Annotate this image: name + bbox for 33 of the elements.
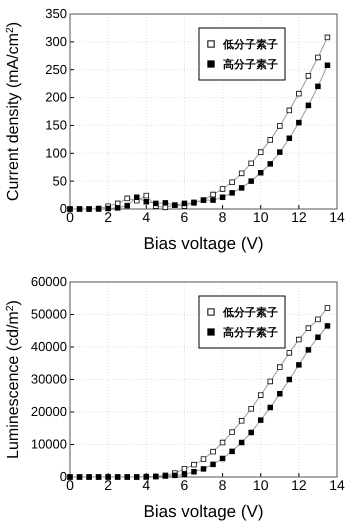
- x-axis-title: Bias voltage (V): [144, 234, 264, 253]
- y-tick-label: 50: [52, 173, 67, 188]
- y-tick-label: 250: [45, 62, 67, 77]
- x-tick-label: 14: [329, 208, 345, 225]
- y-tick-label: 40000: [30, 339, 67, 354]
- y-tick-label: 30000: [30, 372, 67, 387]
- y-tick-label: 60000: [30, 274, 67, 290]
- x-tick-label: 10: [252, 476, 269, 493]
- x-tick-label: 12: [291, 208, 307, 225]
- x-tick-label: 2: [104, 476, 112, 493]
- y-tick-label: 350: [45, 6, 67, 22]
- x-tick-label: 10: [252, 208, 269, 225]
- y-tick-label: 100: [45, 145, 67, 160]
- legend-label: 低分子素子: [222, 306, 278, 319]
- x-tick-label: 6: [180, 208, 189, 225]
- legend-label: 高分子素子: [223, 58, 278, 71]
- legend-label: 高分子素子: [223, 326, 278, 339]
- x-tick-label: 4: [142, 208, 150, 225]
- x-tick-label: 2: [104, 208, 112, 225]
- y-tick-label: 50000: [30, 306, 67, 322]
- y-tick-label: 150: [45, 118, 67, 133]
- y-tick-label: 200: [45, 90, 67, 105]
- x-axis-title: Bias voltage (V): [144, 502, 264, 521]
- x-tick-label: 4: [142, 476, 150, 493]
- y-tick-label: 10000: [30, 436, 67, 452]
- x-tick-label: 6: [180, 476, 189, 493]
- x-tick-label: 8: [218, 476, 227, 493]
- legend-label: 低分子素子: [222, 38, 278, 51]
- x-tick-label: 12: [291, 476, 307, 493]
- y-tick-label: 300: [45, 34, 67, 50]
- x-tick-label: 8: [218, 208, 227, 225]
- x-tick-label: 14: [329, 476, 345, 493]
- y-tick-label: 20000: [30, 404, 67, 420]
